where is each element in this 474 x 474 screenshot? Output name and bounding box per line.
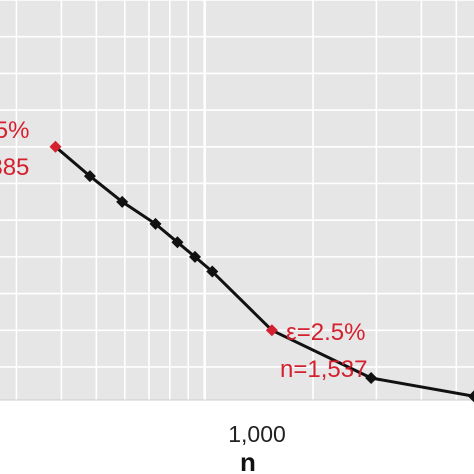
data-point bbox=[189, 250, 202, 263]
data-markers bbox=[49, 140, 474, 403]
annotation-2-line-1: ε=2.5% bbox=[286, 319, 365, 346]
data-point bbox=[468, 390, 474, 403]
data-point bbox=[149, 217, 162, 230]
annotation-2-line-2: n=1,537 bbox=[280, 356, 367, 383]
data-point bbox=[171, 236, 184, 249]
plot-area bbox=[0, 0, 474, 400]
data-point bbox=[206, 265, 219, 278]
highlighted-data-point bbox=[49, 140, 62, 153]
grid bbox=[0, 0, 474, 401]
series-line bbox=[54, 145, 474, 398]
data-point bbox=[116, 195, 129, 208]
highlighted-data-point bbox=[265, 324, 278, 337]
data-point bbox=[365, 371, 378, 384]
annotation-1-line-2: n=385 bbox=[0, 154, 29, 181]
x-tick-label: 1,000 bbox=[228, 421, 286, 447]
data-point bbox=[83, 170, 96, 183]
annotation-1-line-1: ε=5% bbox=[0, 117, 29, 144]
x-axis-title: n bbox=[240, 447, 256, 474]
